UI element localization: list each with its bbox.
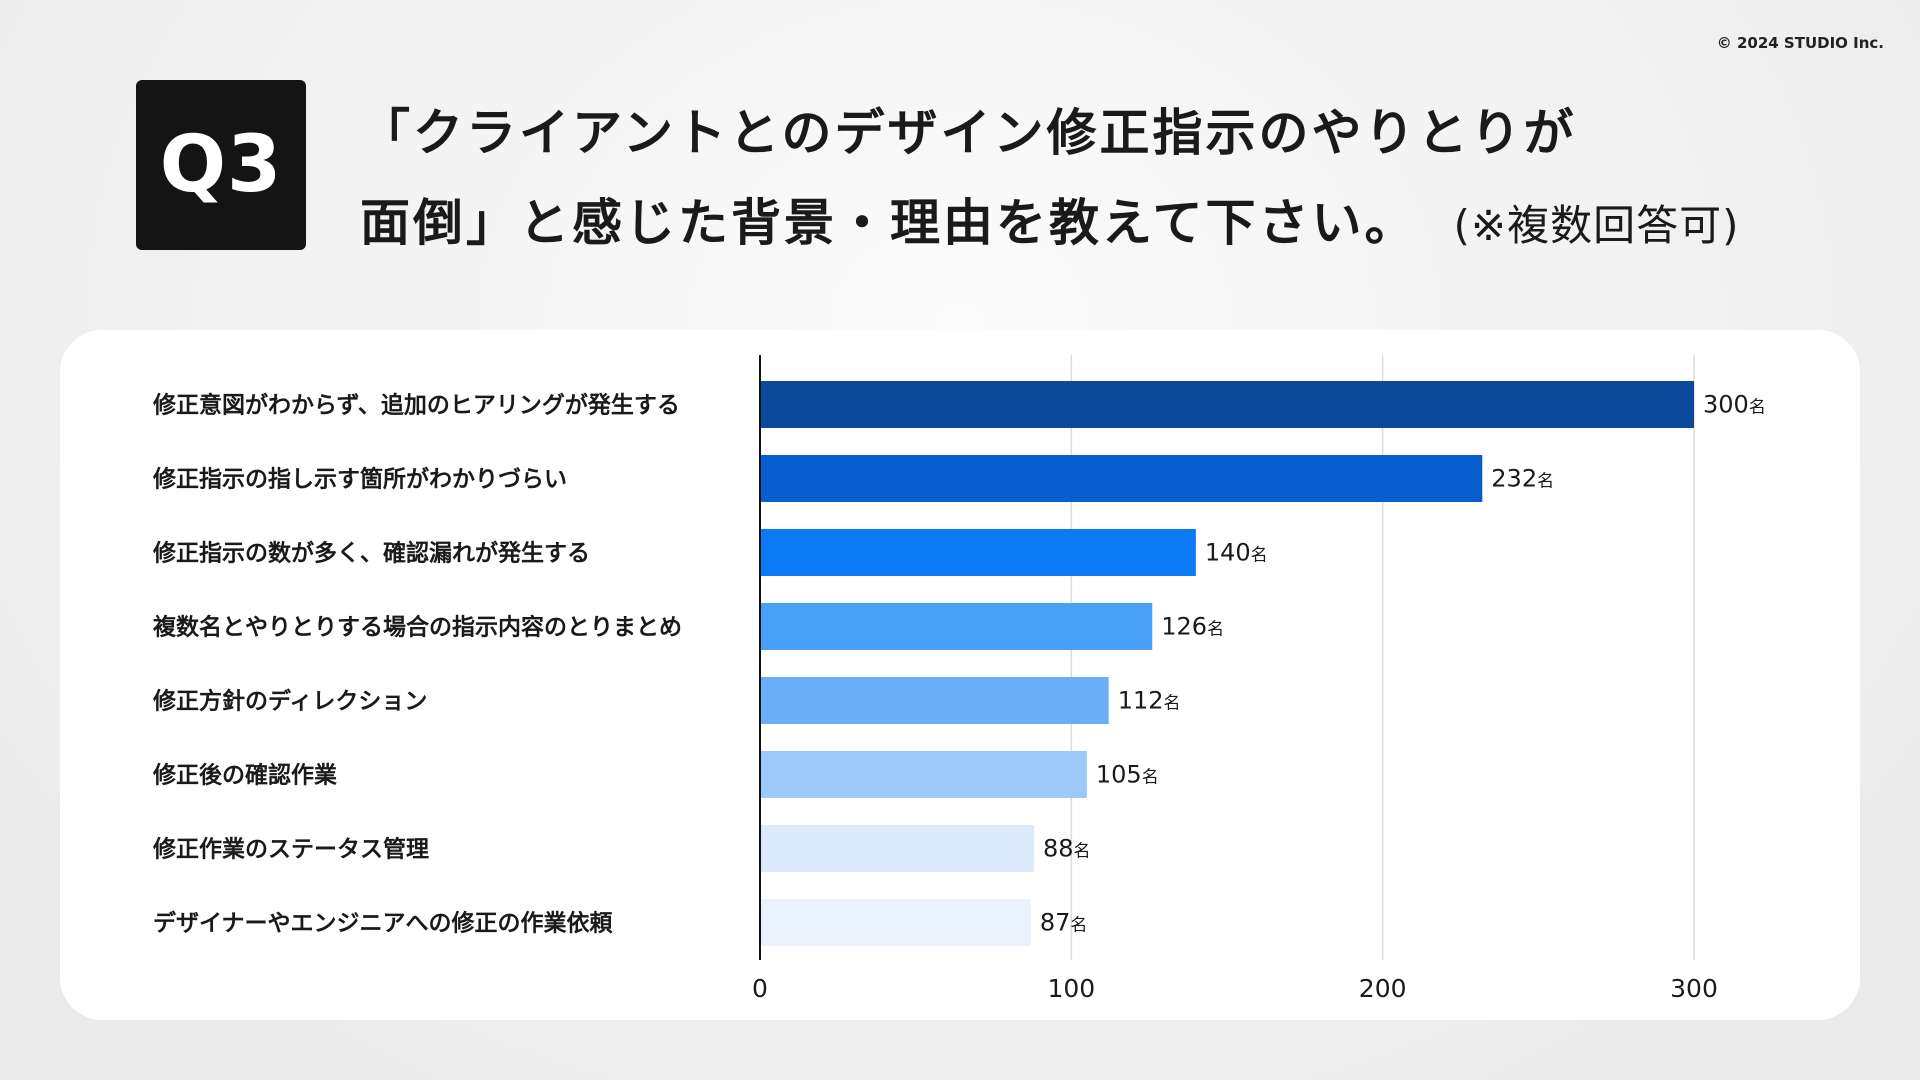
question-title: 「クライアントとのデザイン修正指示のやりとりが 面倒」と感じた背景・理由を教えて…: [360, 88, 1860, 271]
category-label-4: 複数名とやりとりする場合の指示内容のとりまとめ: [153, 614, 682, 641]
bar-1: [760, 381, 1694, 428]
copyright-text: © 2024 STUDIO Inc.: [1716, 34, 1884, 52]
x-tick-label-200: 200: [1359, 974, 1407, 1003]
question-title-line1: 「クライアントとのデザイン修正指示のやりとりが: [360, 104, 1577, 162]
question-title-line2-wrap: 面倒」と感じた背景・理由を教えて下さい。 (※複数回答可): [360, 178, 1860, 271]
bar-6: [760, 751, 1087, 798]
category-label-6: 修正後の確認作業: [152, 762, 338, 789]
category-label-7: 修正作業のステータス管理: [152, 836, 429, 863]
multiple-answers-note: (※複数回答可): [1453, 201, 1740, 250]
value-label-1: 300名: [1703, 391, 1766, 419]
category-label-5: 修正方針のディレクション: [152, 688, 427, 715]
bar-3: [760, 529, 1196, 576]
question-badge: Q3: [136, 80, 306, 250]
x-tick-label-0: 0: [752, 974, 768, 1003]
value-label-7: 88名: [1043, 835, 1091, 863]
category-label-1: 修正意図がわからず、追加のヒアリングが発生する: [152, 392, 680, 419]
category-label-2: 修正指示の指し示す箇所がわかりづらい: [152, 466, 567, 493]
bar-7: [760, 825, 1034, 872]
bar-8: [760, 899, 1031, 946]
bar-4: [760, 603, 1153, 650]
value-label-5: 112名: [1118, 687, 1181, 715]
chart-card: 修正意図がわからず、追加のヒアリングが発生する 300名修正指示の指し示す箇所がわ…: [60, 330, 1860, 1020]
x-tick-label-300: 300: [1670, 974, 1718, 1003]
value-label-2: 232名: [1491, 465, 1554, 493]
bar-5: [760, 677, 1109, 724]
bar-chart: 修正意図がわからず、追加のヒアリングが発生する 300名修正指示の指し示す箇所がわ…: [152, 355, 1766, 1003]
question-title-line2: 面倒」と感じた背景・理由を教えて下さい。: [360, 194, 1418, 252]
value-label-3: 140名: [1205, 539, 1268, 567]
x-tick-label-100: 100: [1047, 974, 1095, 1003]
value-label-6: 105名: [1096, 761, 1159, 789]
category-label-3: 修正指示の数が多く、確認漏れが発生する: [152, 540, 590, 567]
value-label-4: 126名: [1161, 613, 1224, 641]
value-label-8: 87名: [1040, 909, 1088, 937]
category-label-8: デザイナーやエンジニアへの修正の作業依頼: [153, 910, 614, 937]
bar-2: [760, 455, 1483, 502]
